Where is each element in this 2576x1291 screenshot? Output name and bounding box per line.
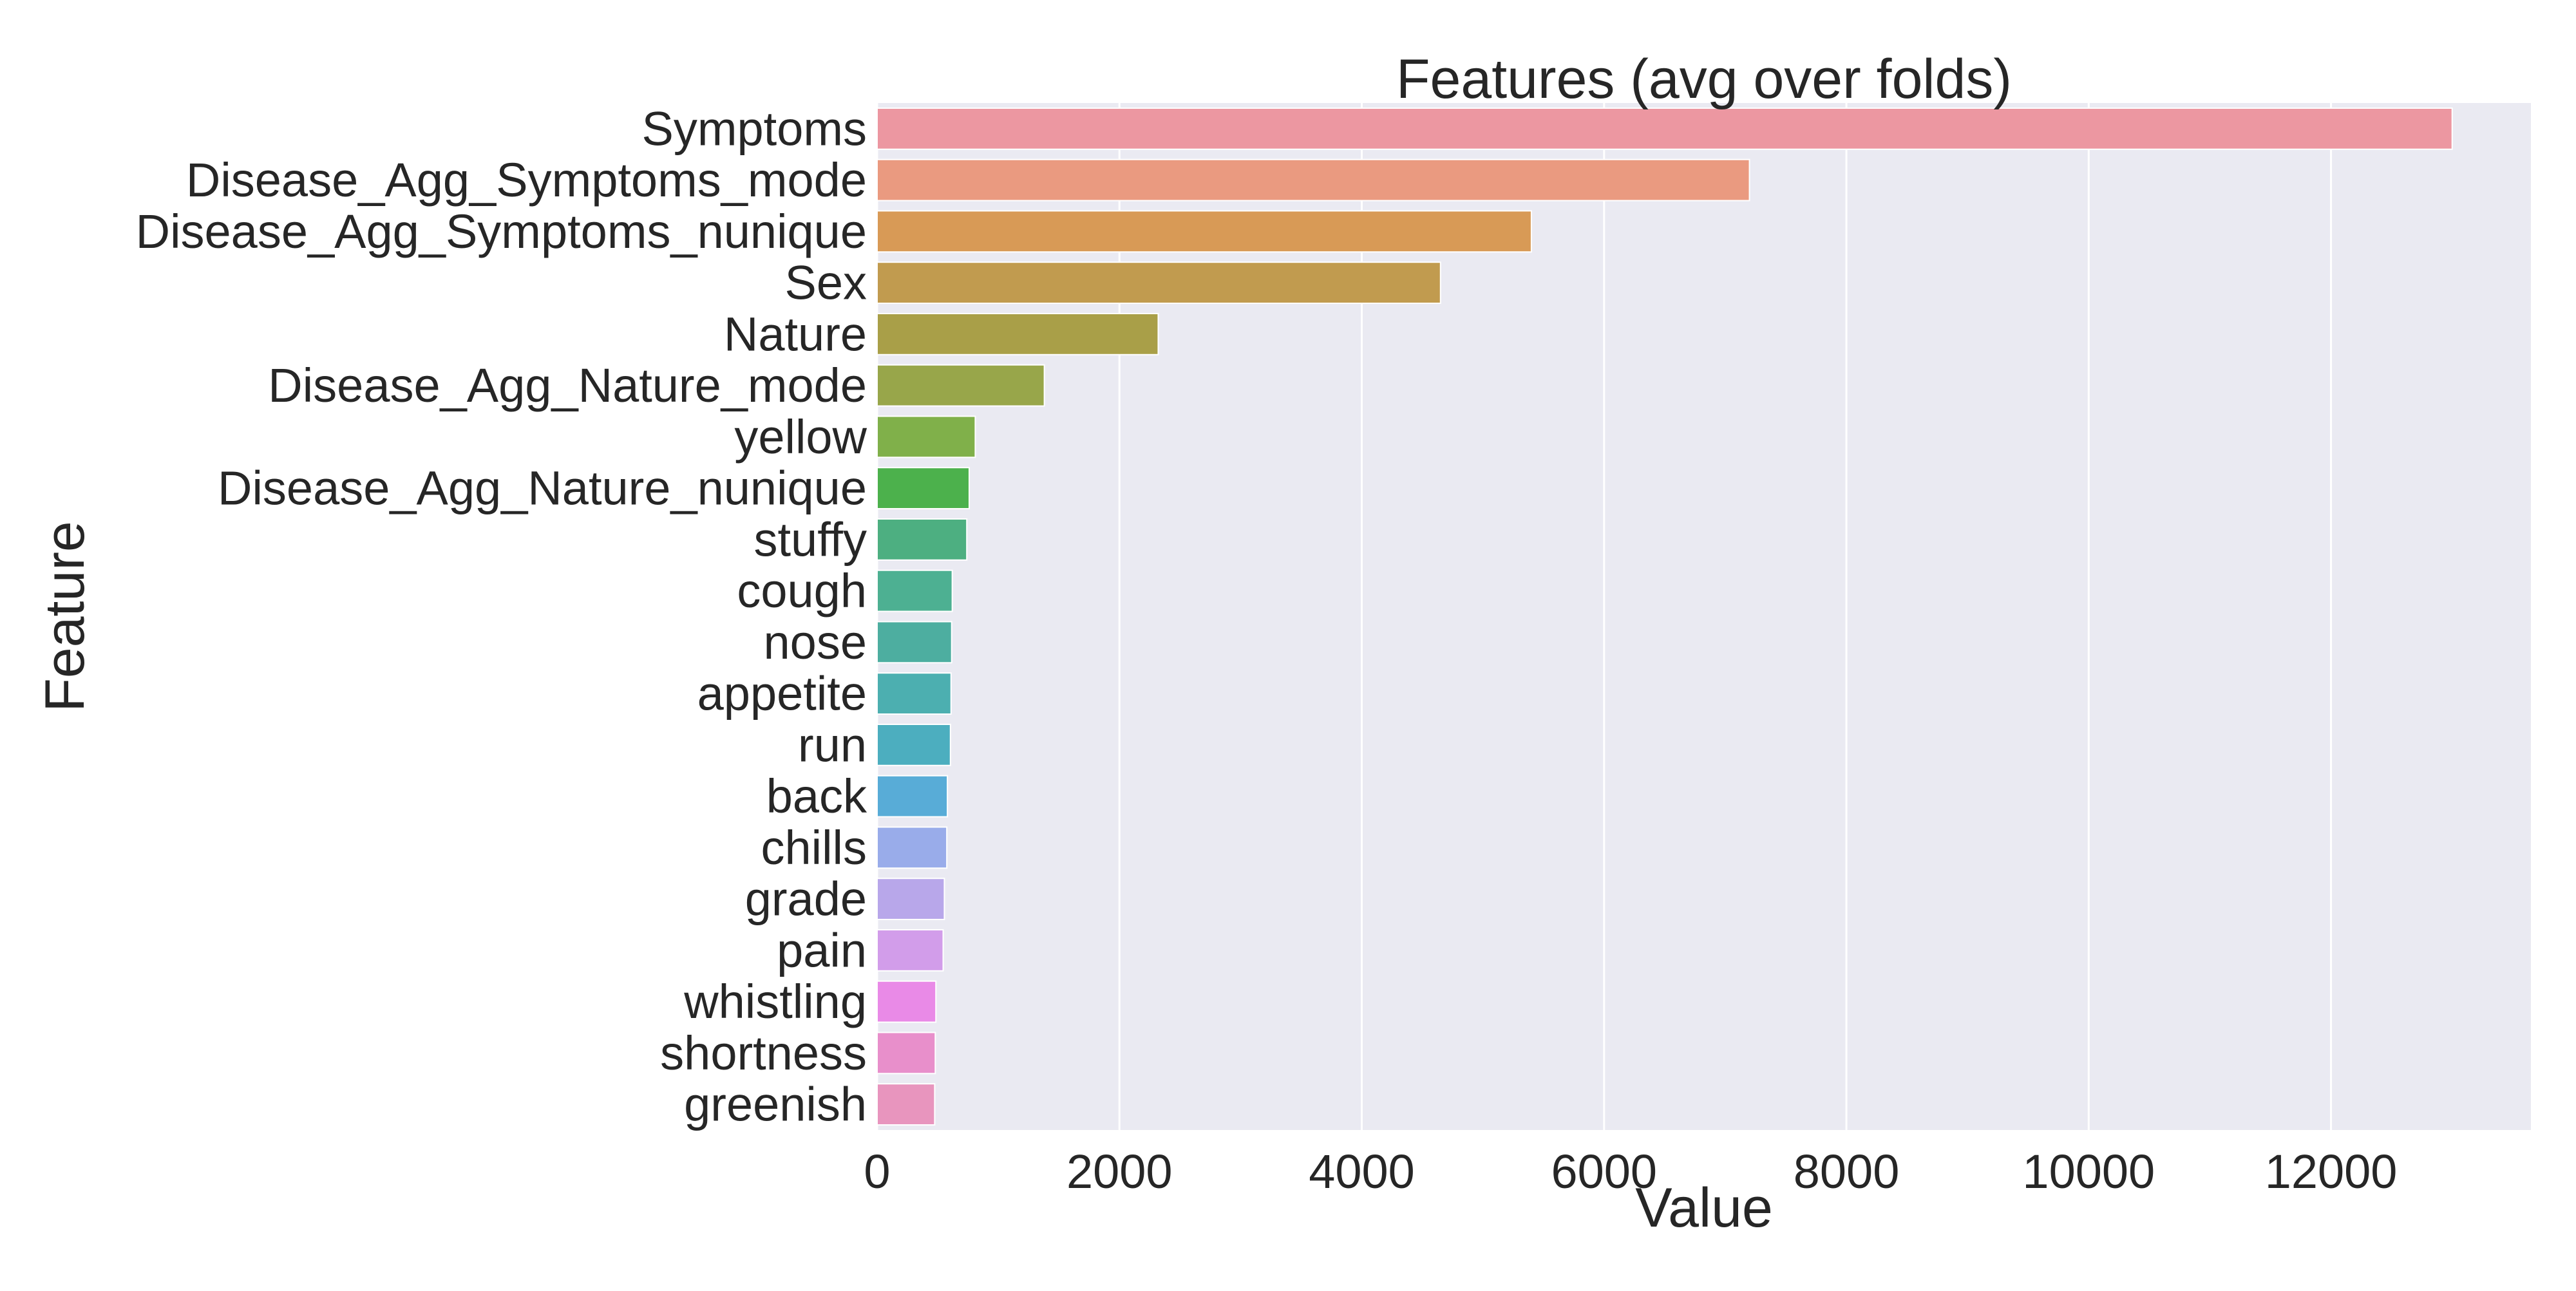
category-label: pain: [777, 923, 867, 977]
category-label: Nature: [724, 307, 867, 361]
category-labels: SymptomsDisease_Agg_Symptoms_modeDisease…: [136, 102, 867, 1131]
category-label: yellow: [734, 410, 867, 464]
plot-background: [877, 103, 2531, 1130]
category-label: shortness: [660, 1026, 867, 1080]
x-tick-label: 2000: [1066, 1145, 1173, 1198]
x-tick-label: 10000: [2022, 1145, 2155, 1198]
category-label: greenish: [684, 1078, 867, 1131]
bar: [876, 518, 968, 561]
bar: [876, 1083, 936, 1126]
category-label: whistling: [683, 975, 867, 1028]
bar: [876, 364, 1045, 407]
category-label: Disease_Agg_Symptoms_nunique: [136, 205, 867, 258]
bar: [876, 878, 945, 921]
bar: [876, 980, 937, 1023]
bar: [876, 672, 952, 715]
category-label: chills: [761, 821, 867, 874]
category-label: cough: [737, 564, 867, 617]
bar: [876, 107, 2453, 150]
chart-title: Features (avg over folds): [1396, 48, 2012, 110]
y-axis-title: Feature: [34, 521, 96, 711]
x-tick-label: 8000: [1794, 1145, 1900, 1198]
bar: [876, 621, 952, 664]
x-tick-labels: 0 2000 4000 6000 8000 10000 12000: [864, 1145, 2397, 1198]
x-axis-title: Value: [1635, 1177, 1773, 1239]
category-label: Disease_Agg_Nature_nunique: [218, 462, 867, 515]
category-label: Sex: [784, 256, 867, 310]
bar: [876, 415, 976, 458]
category-label: Disease_Agg_Nature_mode: [268, 359, 867, 412]
category-label: appetite: [697, 667, 867, 721]
bar: [876, 826, 948, 869]
bar: [876, 569, 953, 612]
category-label: grade: [745, 872, 867, 926]
category-label: stuffy: [754, 513, 867, 566]
bar: [876, 775, 949, 818]
bar: [876, 312, 1159, 355]
bar: [876, 261, 1441, 305]
bar: [876, 158, 1750, 202]
bar: [876, 723, 951, 766]
bar: [876, 467, 970, 510]
bar: [876, 1032, 936, 1075]
x-tick-label: 0: [864, 1145, 890, 1198]
bars: [876, 107, 2453, 1126]
category-label: nose: [764, 616, 867, 669]
category-label: Symptoms: [641, 102, 867, 155]
category-label: Disease_Agg_Symptoms_mode: [186, 153, 867, 207]
bar: [876, 210, 1532, 253]
x-tick-label: 12000: [2265, 1145, 2398, 1198]
x-tick-label: 4000: [1309, 1145, 1415, 1198]
category-label: run: [798, 718, 867, 771]
bar: [876, 928, 944, 972]
x-tick-label: 6000: [1551, 1145, 1657, 1198]
category-label: back: [766, 769, 867, 823]
